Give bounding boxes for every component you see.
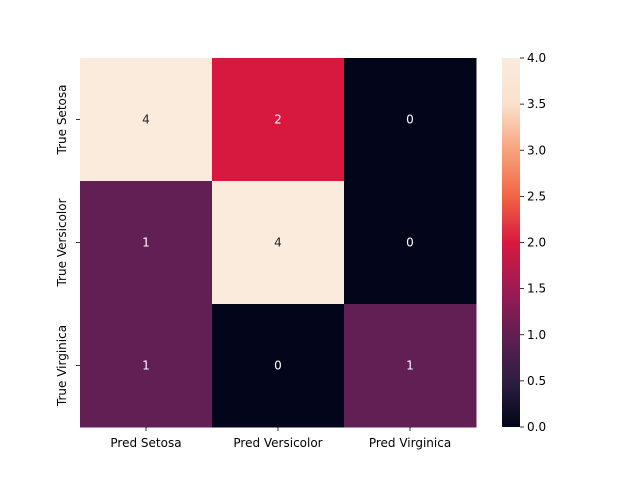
heatmap-cell: [212, 181, 345, 305]
y-tick-label: True Virginica: [55, 325, 69, 407]
cell-annotation: 4: [274, 236, 282, 250]
x-tick-label: Pred Versicolor: [233, 436, 322, 450]
colorbar-tick-label: 4.0: [527, 51, 546, 65]
colorbar: 0.0 0.5 1.0 1.5 2.0 2.5 3.0 3.5 4.0: [502, 51, 546, 434]
cell-annotation: 1: [406, 359, 414, 373]
colorbar-tick-label: 2.5: [527, 189, 546, 203]
colorbar-tick-label: 0.0: [527, 420, 546, 434]
colorbar-tick-label: 3.5: [527, 97, 546, 111]
cell-annotation: 0: [406, 113, 414, 127]
colorbar-tick-label: 0.5: [527, 374, 546, 388]
colorbar-tick-label: 1.5: [527, 282, 546, 296]
x-axis-ticks: Pred Setosa Pred Versicolor Pred Virginica: [110, 427, 451, 450]
heatmap-cell: [80, 58, 213, 182]
x-tick-label: Pred Virginica: [369, 436, 451, 450]
y-tick-label: True Versicolor: [55, 198, 69, 287]
heatmap-cell: [212, 58, 345, 182]
y-tick-label: True Setosa: [55, 85, 69, 156]
heatmap-cell: [212, 304, 345, 428]
cell-annotation: 0: [274, 359, 282, 373]
colorbar-tick-label: 3.0: [527, 143, 546, 157]
cell-annotation: 1: [142, 236, 150, 250]
cell-annotation: 1: [142, 359, 150, 373]
x-tick-label: Pred Setosa: [110, 436, 181, 450]
cell-annotation: 0: [406, 236, 414, 250]
heatmap-cells: [80, 58, 477, 428]
colorbar-gradient: [502, 58, 520, 427]
y-axis-ticks: True Setosa True Versicolor True Virginica: [55, 85, 80, 407]
heatmap-cell: [344, 181, 477, 305]
heatmap-cell: [344, 304, 477, 428]
cell-annotation: 4: [142, 113, 150, 127]
heatmap-annotations: 4 2 0 1 4 0 1 0 1: [142, 113, 414, 373]
cell-annotation: 2: [274, 113, 282, 127]
colorbar-tick-label: 1.0: [527, 328, 546, 342]
heatmap-cell: [80, 304, 213, 428]
heatmap-cell: [80, 181, 213, 305]
heatmap-cell: [344, 58, 477, 182]
colorbar-tick-label: 2.0: [527, 236, 546, 250]
